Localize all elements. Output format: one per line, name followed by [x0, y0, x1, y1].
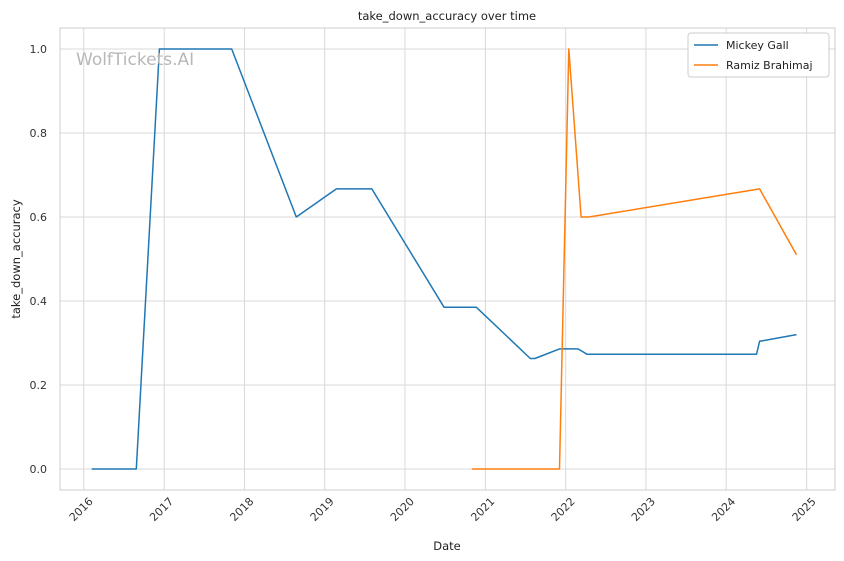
x-axis-label: Date [433, 539, 461, 553]
y-axis-label: take_down_accuracy [9, 199, 23, 318]
legend: Mickey Gall Ramiz Brahimaj [687, 32, 830, 78]
grid-lines [60, 28, 835, 490]
watermark: WolfTickets.AI [76, 50, 194, 70]
y-tick-label: 1.0 [30, 43, 48, 56]
y-tick-label: 0.6 [30, 211, 48, 224]
chart-title: take_down_accuracy over time [358, 9, 536, 23]
series-line-ramiz-brahimaj [471, 48, 798, 470]
y-tick-label: 0.8 [30, 127, 48, 140]
legend-label-ramiz-brahimaj: Ramiz Brahimaj [726, 59, 813, 72]
x-tick-labels: 2016 2017 2018 2019 2020 2021 2022 2023 2024 2025 [67, 495, 819, 524]
y-tick-label: 0.2 [30, 379, 48, 392]
series-lines [91, 48, 798, 470]
y-tick-labels: 0.0 0.2 0.4 0.6 0.8 1.0 [30, 43, 48, 476]
plot-frame [59, 27, 836, 491]
y-tick-label: 0.4 [30, 295, 48, 308]
y-tick-label: 0.0 [30, 463, 48, 476]
legend-label-mickey-gall: Mickey Gall [726, 39, 789, 52]
series-line-mickey-gall [91, 48, 797, 470]
legend-box [687, 32, 830, 78]
